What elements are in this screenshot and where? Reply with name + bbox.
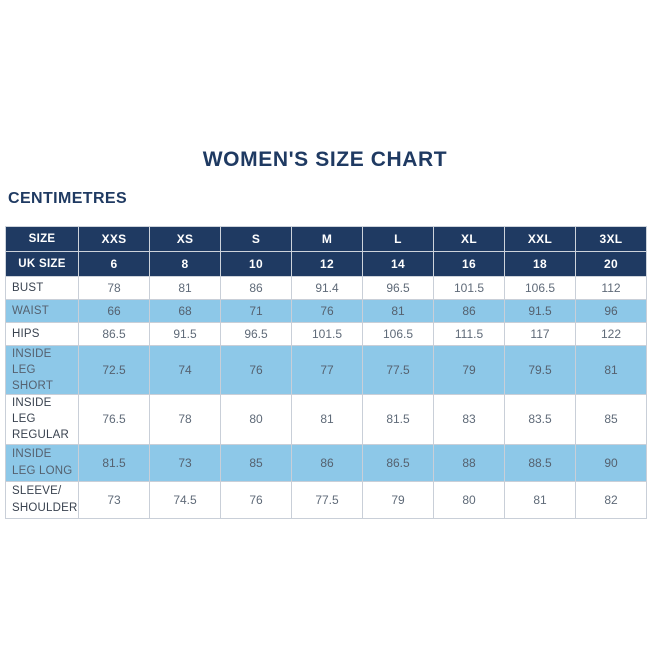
size-header-cell: 6 [78, 251, 150, 277]
size-header-cell: 20 [575, 251, 647, 277]
measurement-value-cell: 83.5 [504, 394, 576, 445]
row-label-cell: INSIDE LEG SHORT [5, 344, 79, 396]
measurement-value-cell: 112 [575, 276, 647, 300]
measurement-row: WAIST 66 68 71 76 81 86 91.5 96 [5, 299, 647, 323]
header-row-uk-sizes: UK SIZE 6 8 10 12 14 16 18 20 [5, 251, 647, 277]
measurement-row: BUST 78 81 86 91.4 96.5 101.5 106.5 112 [5, 276, 647, 300]
measurement-value-cell: 77.5 [291, 480, 363, 519]
measurement-value-cell: 81 [149, 276, 221, 300]
measurement-value-cell: 96.5 [220, 322, 292, 346]
measurement-value-cell: 81 [575, 344, 647, 396]
measurement-value-cell: 73 [78, 480, 150, 519]
measurement-value-cell: 79.5 [504, 344, 576, 396]
measurement-value-cell: 106.5 [362, 322, 434, 346]
measurement-value-cell: 79 [362, 480, 434, 519]
measurement-row: HIPS 86.5 91.5 96.5 101.5 106.5 111.5 117 122 [5, 322, 647, 346]
size-header-cell: S [220, 226, 292, 252]
measurement-value-cell: 111.5 [433, 322, 505, 346]
measurement-value-cell: 85 [575, 394, 647, 445]
measurement-value-cell: 96.5 [362, 276, 434, 300]
row-label-cell: WAIST [5, 299, 79, 323]
measurement-value-cell: 72.5 [78, 344, 150, 396]
measurement-value-cell: 80 [220, 394, 292, 445]
measurement-value-cell: 91.4 [291, 276, 363, 300]
measurement-value-cell: 86.5 [78, 322, 150, 346]
measurement-value-cell: 80 [433, 480, 505, 519]
measurement-value-cell: 77.5 [362, 344, 434, 396]
measurement-value-cell: 76 [220, 480, 292, 519]
size-header-cell: 12 [291, 251, 363, 277]
measurement-value-cell: 86 [220, 276, 292, 300]
measurement-value-cell: 106.5 [504, 276, 576, 300]
row-label-cell: INSIDE LEG REGULAR [5, 394, 79, 445]
measurement-value-cell: 88.5 [504, 443, 576, 482]
size-header-cell: M [291, 226, 363, 252]
measurement-value-cell: 73 [149, 443, 221, 482]
measurement-value-cell: 79 [433, 344, 505, 396]
measurement-value-cell: 81 [362, 299, 434, 323]
size-header-cell: XXL [504, 226, 576, 252]
row-label-cell: INSIDE LEG LONG [5, 443, 79, 482]
measurement-value-cell: 78 [78, 276, 150, 300]
measurement-value-cell: 101.5 [433, 276, 505, 300]
size-header-cell: 10 [220, 251, 292, 277]
size-header-cell: XL [433, 226, 505, 252]
header-label-cell: UK SIZE [5, 251, 79, 277]
measurement-value-cell: 90 [575, 443, 647, 482]
measurement-value-cell: 81.5 [78, 443, 150, 482]
measurement-value-cell: 88 [433, 443, 505, 482]
row-label-cell: SLEEVE/ SHOULDER [5, 480, 79, 519]
size-header-cell: XXS [78, 226, 150, 252]
measurement-value-cell: 91.5 [149, 322, 221, 346]
measurement-value-cell: 82 [575, 480, 647, 519]
size-header-cell: 16 [433, 251, 505, 277]
measurement-value-cell: 85 [220, 443, 292, 482]
size-chart-table: SIZE XXS XS S M L XL XXL 3XL UK SIZE 6 8 10 12 14 16 18 2… [5, 226, 647, 519]
measurement-value-cell: 77 [291, 344, 363, 396]
measurement-row: INSIDE LEG LONG 81.5 73 85 86 86.5 88 88.5 90 [5, 443, 647, 482]
measurement-value-cell: 96 [575, 299, 647, 323]
header-label-cell: SIZE [5, 226, 79, 252]
table-header: SIZE XXS XS S M L XL XXL 3XL UK SIZE 6 8 10 12 14 16 18 2… [5, 226, 647, 277]
measurement-value-cell: 122 [575, 322, 647, 346]
measurement-value-cell: 81 [504, 480, 576, 519]
row-label-cell: BUST [5, 276, 79, 300]
measurement-value-cell: 83 [433, 394, 505, 445]
size-header-cell: 3XL [575, 226, 647, 252]
measurement-row: INSIDE LEG REGULAR 76.5 78 80 81 81.5 83 83.5 85 [5, 394, 647, 445]
size-header-cell: 18 [504, 251, 576, 277]
measurement-value-cell: 101.5 [291, 322, 363, 346]
measurement-value-cell: 117 [504, 322, 576, 346]
measurement-value-cell: 76.5 [78, 394, 150, 445]
size-header-cell: 14 [362, 251, 434, 277]
measurement-value-cell: 91.5 [504, 299, 576, 323]
measurement-value-cell: 68 [149, 299, 221, 323]
size-header-cell: L [362, 226, 434, 252]
table-body: BUST 78 81 86 91.4 96.5 101.5 106.5 112 WAIST 66 68… [5, 276, 647, 519]
page-title: WOMEN'S SIZE CHART [202, 148, 448, 171]
measurement-value-cell: 66 [78, 299, 150, 323]
measurement-value-cell: 86 [291, 443, 363, 482]
row-label-cell: HIPS [5, 322, 79, 346]
measurement-value-cell: 74 [149, 344, 221, 396]
measurement-value-cell: 76 [291, 299, 363, 323]
measurement-value-cell: 74.5 [149, 480, 221, 519]
measurement-value-cell: 81 [291, 394, 363, 445]
measurement-value-cell: 71 [220, 299, 292, 323]
size-header-cell: XS [149, 226, 221, 252]
measurement-row: INSIDE LEG SHORT 72.5 74 76 77 77.5 79 79.5 81 [5, 344, 647, 396]
measurement-value-cell: 86 [433, 299, 505, 323]
measurement-value-cell: 81.5 [362, 394, 434, 445]
measurement-value-cell: 86.5 [362, 443, 434, 482]
size-header-cell: 8 [149, 251, 221, 277]
measurement-row: SLEEVE/ SHOULDER 73 74.5 76 77.5 79 80 81 82 [5, 480, 647, 519]
measurement-value-cell: 78 [149, 394, 221, 445]
unit-label: CENTIMETRES [8, 190, 128, 207]
measurement-value-cell: 76 [220, 344, 292, 396]
header-row-sizes: SIZE XXS XS S M L XL XXL 3XL [5, 226, 647, 252]
